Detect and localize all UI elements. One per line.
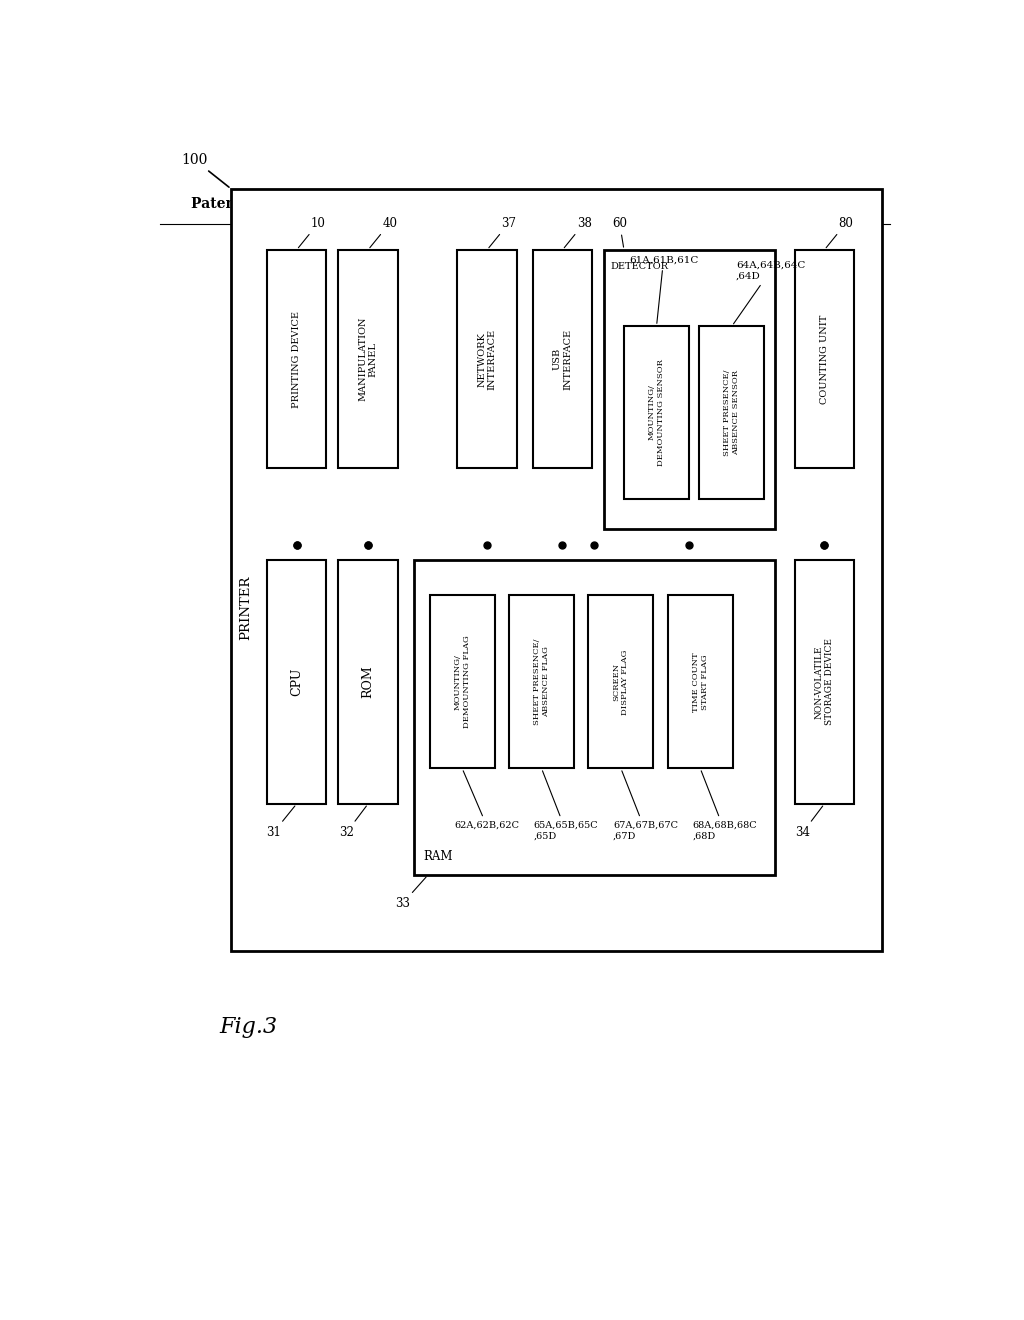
Text: 38: 38 — [564, 216, 592, 248]
Text: COUNTING UNIT: COUNTING UNIT — [820, 314, 828, 404]
FancyBboxPatch shape — [795, 560, 854, 804]
Text: SCREEN
DISPLAY FLAG: SCREEN DISPLAY FLAG — [612, 649, 630, 714]
Text: TIME COUNT
START FLAG: TIME COUNT START FLAG — [691, 652, 709, 711]
FancyBboxPatch shape — [231, 189, 882, 952]
Text: 61A,61B,61C: 61A,61B,61C — [629, 256, 698, 323]
Text: 100: 100 — [181, 153, 229, 187]
Text: SHEET PRESENCE/
ABSENCE FLAG: SHEET PRESENCE/ ABSENCE FLAG — [532, 639, 550, 725]
Text: CPU: CPU — [290, 668, 303, 696]
Text: US 2015/0117889 A1: US 2015/0117889 A1 — [702, 197, 866, 211]
Text: 34: 34 — [795, 807, 822, 840]
Text: 80: 80 — [826, 216, 854, 248]
Text: SHEET PRESENCE/
ABSENCE SENSOR: SHEET PRESENCE/ ABSENCE SENSOR — [723, 370, 740, 455]
FancyBboxPatch shape — [624, 326, 689, 499]
Text: 68A,68B,68C
,68D: 68A,68B,68C ,68D — [692, 771, 757, 841]
FancyBboxPatch shape — [458, 249, 517, 469]
Text: Patent Application Publication: Patent Application Publication — [191, 197, 431, 211]
Text: 62A,62B,62C: 62A,62B,62C — [455, 771, 519, 830]
FancyBboxPatch shape — [668, 595, 733, 768]
Text: Fig.3: Fig.3 — [219, 1015, 278, 1038]
Text: MOUNTING/
DEMOUNTING SENSOR: MOUNTING/ DEMOUNTING SENSOR — [648, 359, 666, 466]
FancyBboxPatch shape — [414, 560, 775, 875]
Text: NETWORK
INTERFACE: NETWORK INTERFACE — [477, 329, 497, 389]
Text: ROM: ROM — [361, 665, 375, 698]
Text: 37: 37 — [488, 216, 516, 248]
Text: MOUNTING/
DEMOUNTING FLAG: MOUNTING/ DEMOUNTING FLAG — [454, 635, 471, 729]
Text: 33: 33 — [394, 876, 426, 911]
Text: 32: 32 — [339, 807, 367, 840]
Text: 65A,65B,65C
,65D: 65A,65B,65C ,65D — [534, 771, 598, 841]
Text: 40: 40 — [370, 216, 397, 248]
Text: 64A,64B,64C
,64D: 64A,64B,64C ,64D — [733, 261, 805, 323]
Text: DETECTOR: DETECTOR — [610, 263, 669, 271]
FancyBboxPatch shape — [338, 560, 397, 804]
Text: NON-VOLATILE
STORAGE DEVICE: NON-VOLATILE STORAGE DEVICE — [815, 639, 835, 726]
FancyBboxPatch shape — [699, 326, 765, 499]
Text: USB
INTERFACE: USB INTERFACE — [553, 329, 572, 389]
Text: PRINTING DEVICE: PRINTING DEVICE — [292, 310, 301, 408]
FancyBboxPatch shape — [267, 249, 327, 469]
Text: 31: 31 — [266, 807, 295, 840]
FancyBboxPatch shape — [267, 560, 327, 804]
FancyBboxPatch shape — [795, 249, 854, 469]
FancyBboxPatch shape — [338, 249, 397, 469]
Text: RAM: RAM — [423, 850, 453, 863]
Text: MANIPULATION
PANEL: MANIPULATION PANEL — [358, 317, 378, 401]
FancyBboxPatch shape — [588, 595, 653, 768]
FancyBboxPatch shape — [430, 595, 495, 768]
Text: 67A,67B,67C
,67D: 67A,67B,67C ,67D — [613, 771, 678, 841]
Text: PRINTER: PRINTER — [239, 576, 252, 640]
Text: 60: 60 — [612, 216, 627, 247]
Text: Apr. 30, 2015  Sheet 3 of 6: Apr. 30, 2015 Sheet 3 of 6 — [374, 197, 581, 211]
FancyBboxPatch shape — [509, 595, 574, 768]
FancyBboxPatch shape — [532, 249, 592, 469]
FancyBboxPatch shape — [604, 249, 775, 529]
Text: 10: 10 — [298, 216, 326, 248]
